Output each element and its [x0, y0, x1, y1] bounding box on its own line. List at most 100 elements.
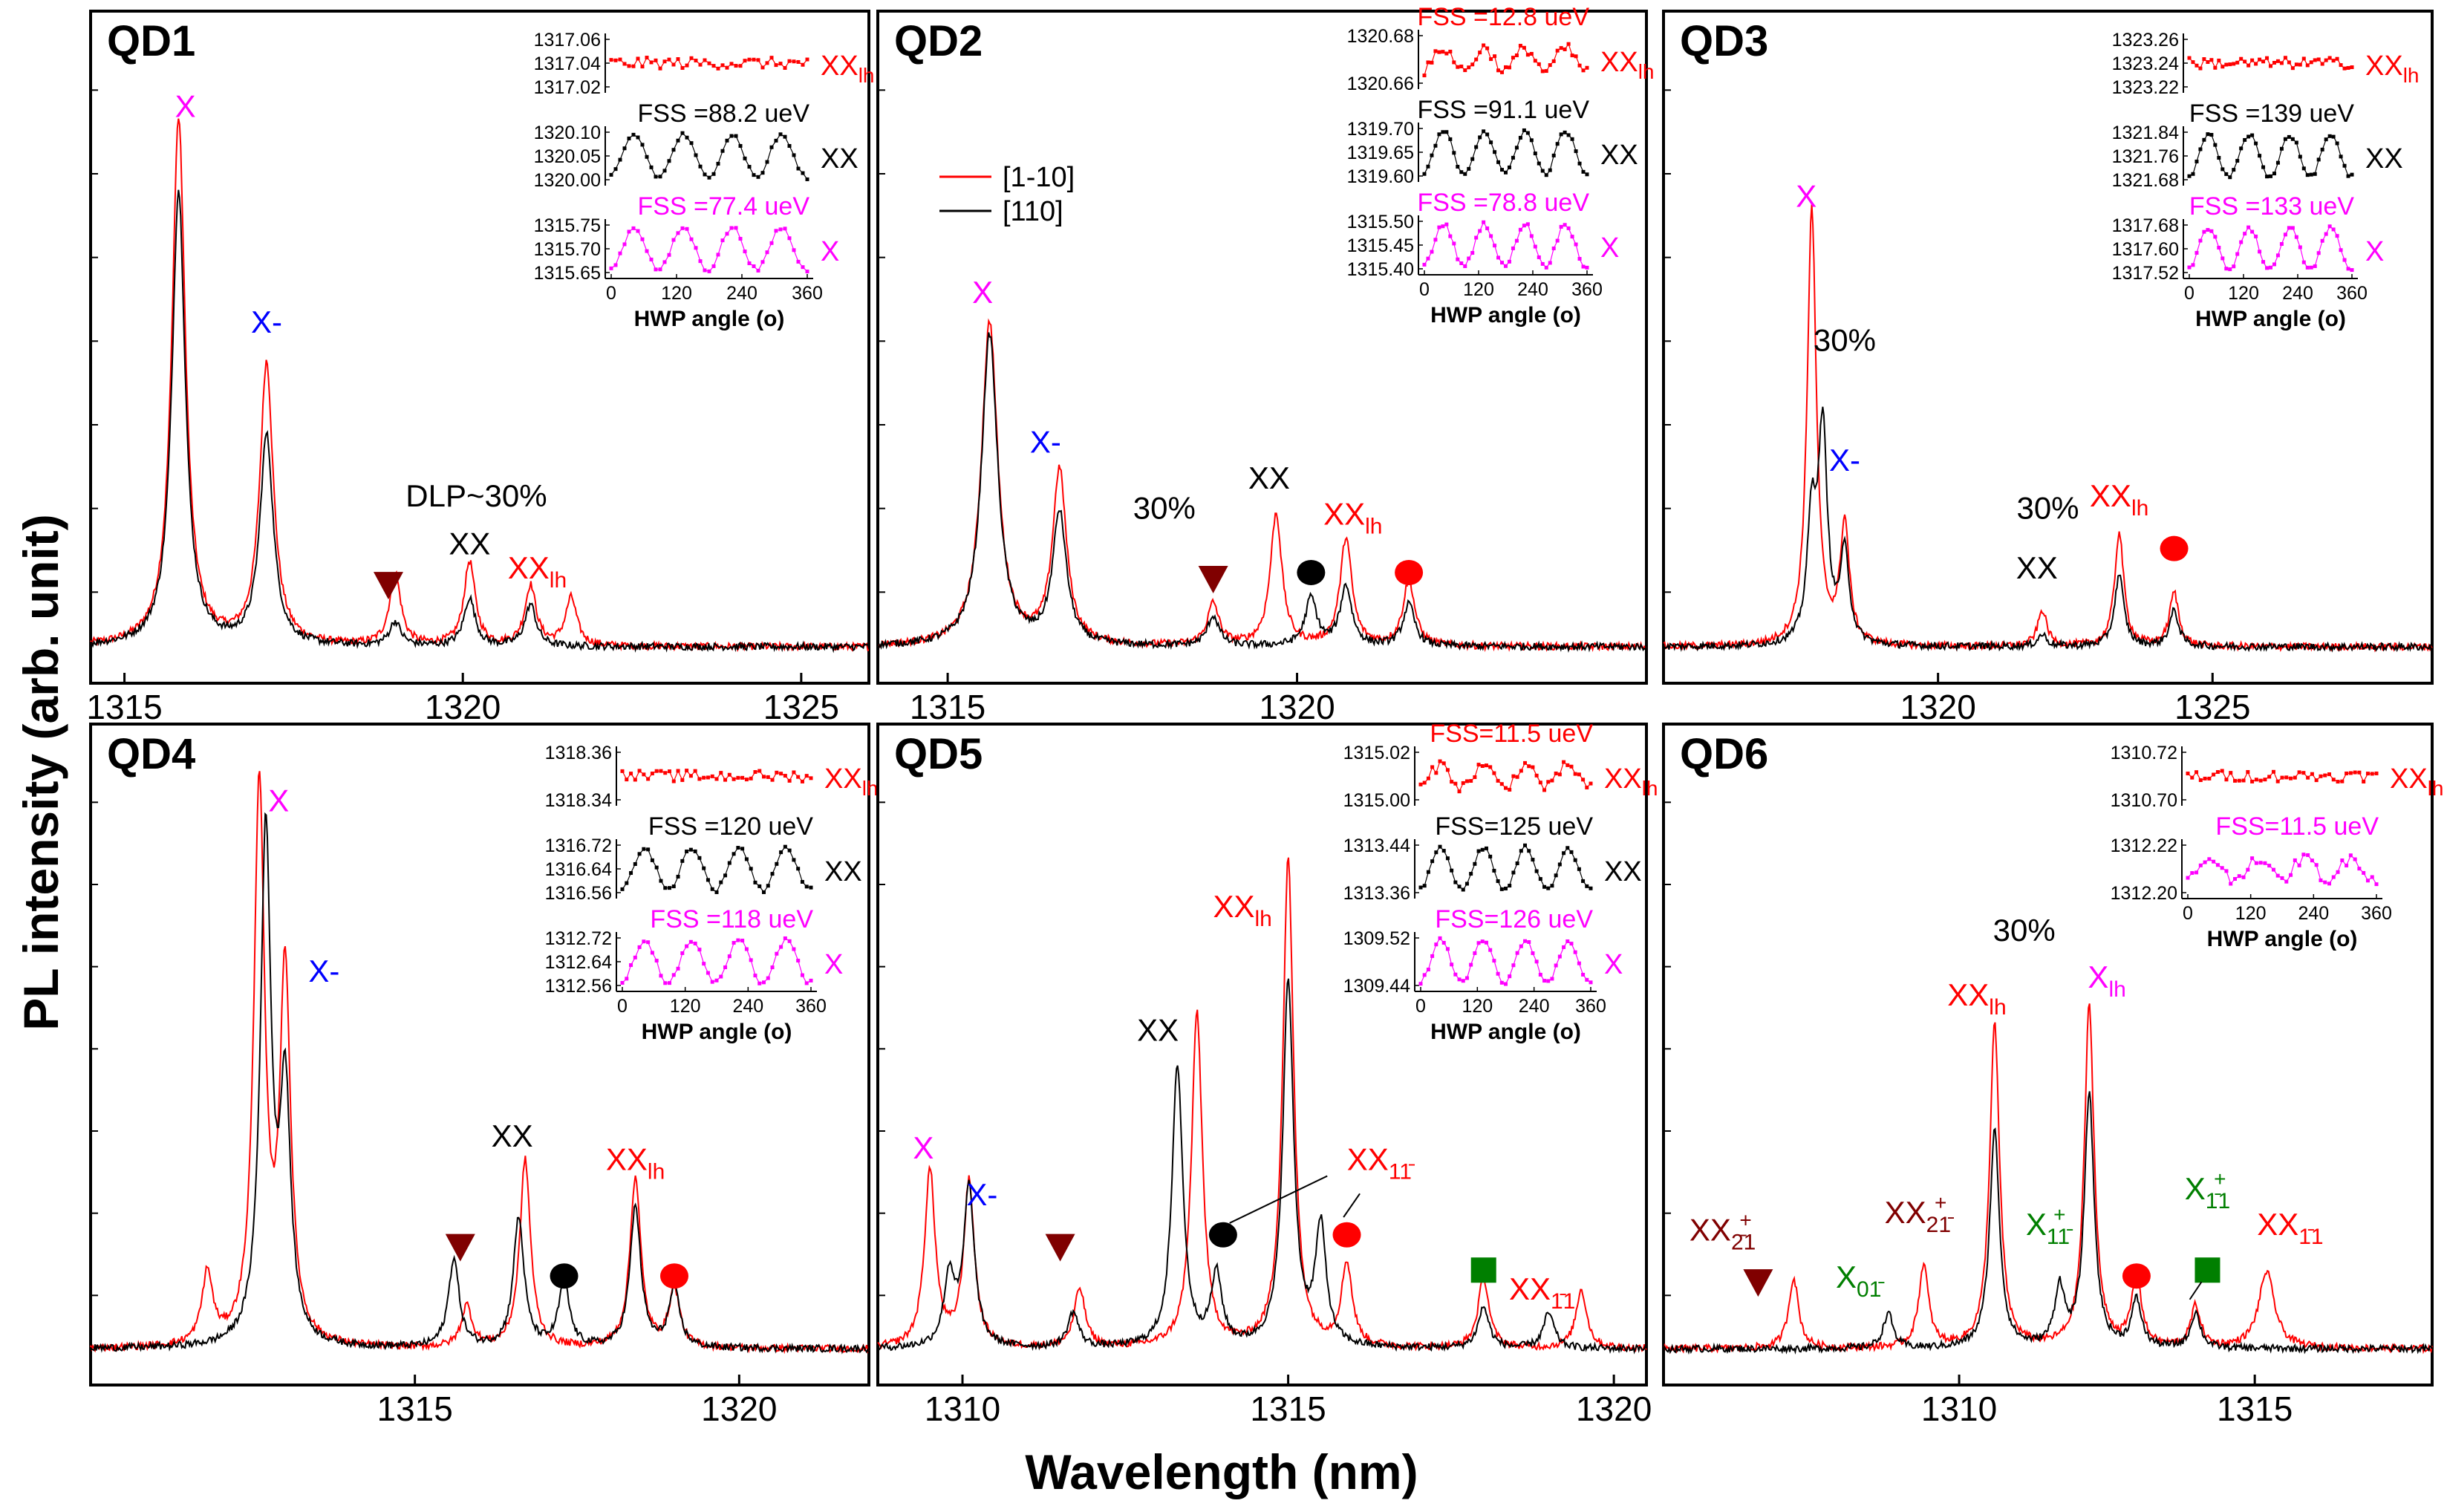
legend-label-110: [110] — [1003, 196, 1063, 227]
inset-y-tick-label: 1321.84 — [2112, 123, 2179, 143]
inset-plot: 1321.84 1321.76 1321.68 FSS =139 ueV XX — [2112, 100, 2403, 191]
inset-point — [1585, 65, 1589, 70]
inset-fss-label: FSS =139 ueV — [2189, 100, 2354, 128]
peak-label: X- — [308, 954, 339, 988]
inset-y-tick-label: 1323.26 — [2112, 30, 2179, 50]
inset-x-tick-label: 120 — [1463, 279, 1494, 300]
legend-label-1-10: [1-10] — [1003, 162, 1075, 193]
inset-y-tick-label: 1320.68 — [1347, 26, 1414, 47]
circle-marker — [550, 1263, 579, 1289]
panel-qd1: 1315 1320 1325QD1XX-DLP~30%XXXXlh1317.0613… — [86, 10, 875, 726]
panels-group: 1315 1320 1325QD1XX-DLP~30%XXXXlh1317.0613… — [86, 3, 2443, 1428]
inset-line — [2187, 770, 2377, 783]
inset-plot: 1319.70 1319.65 1319.60 FSS =91.1 ueV XX — [1347, 96, 1638, 187]
inset-line — [622, 937, 812, 984]
inset-line — [2189, 225, 2353, 271]
peak-label: Xlh — [2088, 959, 2125, 1002]
panel-frame — [876, 723, 1648, 1386]
inset-fss-label: FSS =91.1 ueV — [1417, 96, 1589, 124]
peak-label: X1̄1+ — [2185, 1167, 2230, 1213]
inset-y-tick-label: 1320.05 — [534, 146, 601, 167]
inset-tag: X — [1604, 949, 1623, 980]
inset-x-tick-label: 360 — [1575, 996, 1606, 1017]
inset-x-tick-label: 0 — [2184, 283, 2195, 304]
inset-x-label: HWP angle (o) — [634, 307, 785, 331]
inset-x-label: HWP angle (o) — [1430, 1020, 1581, 1044]
inset-fss-label: FSS=11.5 ueV — [2215, 812, 2379, 841]
inset-y-tick-label: 1320.10 — [534, 123, 601, 143]
x-tick-label: 1320 — [425, 688, 501, 726]
triangle-marker — [1198, 566, 1228, 594]
inset-line — [622, 769, 812, 783]
peak-label: DLP~30% — [405, 478, 547, 513]
inset-x-tick-label: 360 — [1571, 279, 1603, 300]
inset-plot: 1309.52 1309.44 FSS=126 ueV X 0 120 240 360 HWP … — [1343, 905, 1623, 1044]
circle-marker — [2160, 535, 2189, 561]
x-tick-label: 1315 — [2217, 1389, 2293, 1428]
peak-label: XXlh — [2090, 478, 2148, 521]
inset-line — [610, 132, 808, 180]
peak-label: X — [1796, 179, 1816, 214]
x-tick-label: 1315 — [1250, 1389, 1326, 1428]
inset-x-tick-label: 240 — [1517, 279, 1548, 300]
x-axis-label: Wavelength (nm) — [1025, 1444, 1418, 1499]
inset-y-tick-label: 1309.52 — [1343, 928, 1410, 949]
inset-line — [2189, 133, 2353, 178]
inset-x-tick-label: 240 — [732, 996, 763, 1017]
peak-label: XXlh — [1323, 496, 1382, 538]
inset-y-tick-label: 1312.56 — [545, 976, 612, 997]
panel-frame — [876, 10, 1648, 685]
inset-point — [1589, 781, 1593, 786]
inset-y-tick-label: 1317.04 — [534, 53, 601, 74]
x-tick-label: 1320 — [1576, 1389, 1652, 1428]
inset-x-label: HWP angle (o) — [2195, 307, 2346, 331]
peak-label: XXlh — [508, 550, 567, 593]
inset-x-tick-label: 120 — [1462, 996, 1493, 1017]
panel-title: QD5 — [894, 730, 983, 778]
inset-y-tick-label: 1313.44 — [1343, 835, 1410, 856]
inset-plot: 1317.68 1317.60 1317.52 FSS =133 ueV X 0 120 24… — [2112, 192, 2385, 331]
inset-tag: X — [2365, 236, 2384, 267]
inset-tag: X — [1600, 232, 1619, 264]
inset-line — [2187, 854, 2377, 885]
inset-fss-label: FSS =88.2 ueV — [637, 100, 809, 128]
inset-tag: XXlh — [1600, 47, 1655, 83]
inset-y-tick-label: 1317.60 — [2112, 239, 2179, 260]
inset-tag: XX — [1600, 140, 1638, 171]
inset-point — [2350, 172, 2354, 177]
series-line-110 — [877, 332, 1647, 654]
inset-line — [1420, 760, 1591, 793]
inset-x-tick-label: 0 — [1419, 279, 1430, 300]
series-line-110 — [877, 978, 1647, 1355]
peak-label: XX21̄+ — [1885, 1191, 1955, 1237]
circle-marker — [1297, 559, 1326, 585]
triangle-marker — [1743, 1269, 1773, 1297]
peak-label: X — [175, 89, 196, 124]
inset-y-tick-label: 1315.00 — [1343, 790, 1410, 811]
series-line-110 — [1663, 1091, 2433, 1355]
inset-point — [2187, 56, 2192, 60]
square-marker — [2195, 1257, 2220, 1283]
inset-y-tick-label: 1320.66 — [1347, 74, 1414, 94]
inset-y-tick-label: 1319.65 — [1347, 143, 1414, 163]
peak-label: 30% — [1133, 490, 1196, 525]
x-tick-label: 1325 — [2174, 688, 2250, 726]
inset-point — [1418, 885, 1423, 890]
inset-fss-label: FSS =120 ueV — [648, 812, 813, 841]
inset-point — [809, 776, 813, 781]
x-tick-label: 1325 — [763, 688, 839, 726]
inset-y-tick-label: 1315.45 — [1347, 235, 1414, 256]
panel-title: QD1 — [107, 17, 195, 65]
x-tick-label: 1315 — [86, 688, 162, 726]
inset-x-tick-label: 240 — [1519, 996, 1550, 1017]
inset-y-tick-label: 1310.70 — [2111, 790, 2177, 811]
inset-line — [1424, 42, 1588, 76]
inset-plot: 1317.06 1317.04 1317.02 XXlh — [534, 30, 875, 98]
peak-label: 30% — [1993, 913, 2056, 948]
inset-y-tick-label: 1319.70 — [1347, 119, 1414, 140]
peak-label: X- — [1829, 443, 1860, 478]
inset-fss-label: FSS =12.8 ueV — [1417, 3, 1589, 31]
triangle-marker — [1045, 1234, 1075, 1262]
